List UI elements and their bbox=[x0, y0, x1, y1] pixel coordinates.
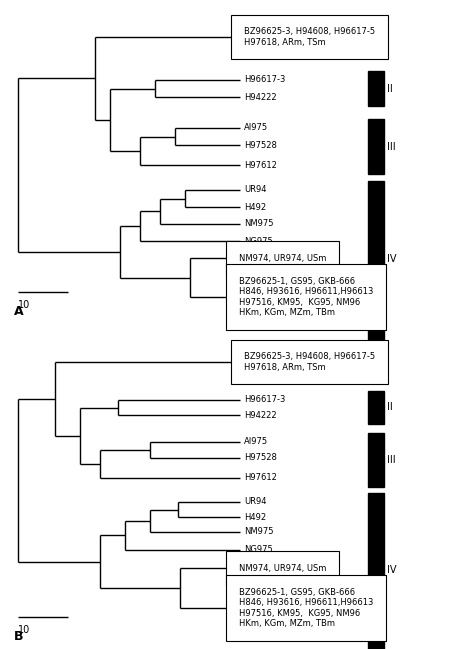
Bar bbox=[368, 181, 384, 343]
Text: NG975: NG975 bbox=[244, 236, 273, 245]
Text: IV: IV bbox=[387, 565, 396, 575]
Text: A: A bbox=[14, 305, 24, 318]
Text: UR94: UR94 bbox=[244, 186, 266, 195]
Text: III: III bbox=[387, 141, 396, 151]
Text: III: III bbox=[387, 455, 396, 465]
Text: 10: 10 bbox=[18, 300, 30, 310]
Bar bbox=[368, 493, 384, 649]
Text: UR94: UR94 bbox=[244, 498, 266, 506]
Text: I: I bbox=[387, 32, 390, 42]
Text: II: II bbox=[387, 84, 393, 93]
Text: H97612: H97612 bbox=[244, 474, 277, 482]
Bar bbox=[368, 353, 384, 371]
Text: NM974, UR974, USm: NM974, UR974, USm bbox=[239, 563, 327, 572]
Text: NM975: NM975 bbox=[244, 528, 273, 537]
Text: BZ96625-3, H94608, H96617-5
H97618, ARm, TSm: BZ96625-3, H94608, H96617-5 H97618, ARm,… bbox=[244, 27, 375, 47]
Text: I: I bbox=[387, 357, 390, 367]
Text: AI975: AI975 bbox=[244, 123, 268, 132]
Text: BZ96625-1, GS95, GKB-666
H846, H93616, H96611,H96613
H97516, KM95,  KG95, NM96
H: BZ96625-1, GS95, GKB-666 H846, H93616, H… bbox=[239, 277, 374, 317]
Text: B: B bbox=[14, 630, 24, 643]
Text: H97612: H97612 bbox=[244, 160, 277, 169]
Text: H492: H492 bbox=[244, 202, 266, 212]
Text: H492: H492 bbox=[244, 513, 266, 522]
Text: H94222: H94222 bbox=[244, 411, 277, 419]
Text: AI975: AI975 bbox=[244, 437, 268, 447]
Text: BZ96625-3, H94608, H96617-5
H97618, ARm, TSm: BZ96625-3, H94608, H96617-5 H97618, ARm,… bbox=[244, 352, 375, 372]
Text: BZ96625-1, GS95, GKB-666
H846, H93616, H96611,H96613
H97516, KM95,  KG95, NM96
H: BZ96625-1, GS95, GKB-666 H846, H93616, H… bbox=[239, 588, 374, 628]
Bar bbox=[368, 71, 384, 106]
Text: 10: 10 bbox=[18, 625, 30, 635]
Bar bbox=[368, 391, 384, 424]
Bar bbox=[368, 433, 384, 487]
Text: IV: IV bbox=[387, 254, 396, 263]
Text: NM975: NM975 bbox=[244, 219, 273, 228]
Text: NM974, UR974, USm: NM974, UR974, USm bbox=[239, 254, 327, 262]
Text: H96617-3: H96617-3 bbox=[244, 75, 285, 84]
Text: II: II bbox=[387, 402, 393, 413]
Bar bbox=[368, 119, 384, 174]
Text: NG975: NG975 bbox=[244, 546, 273, 554]
Text: H97528: H97528 bbox=[244, 454, 277, 463]
Bar bbox=[368, 28, 384, 46]
Text: H97528: H97528 bbox=[244, 140, 277, 149]
Text: H96617-3: H96617-3 bbox=[244, 395, 285, 404]
Text: H94222: H94222 bbox=[244, 93, 277, 101]
